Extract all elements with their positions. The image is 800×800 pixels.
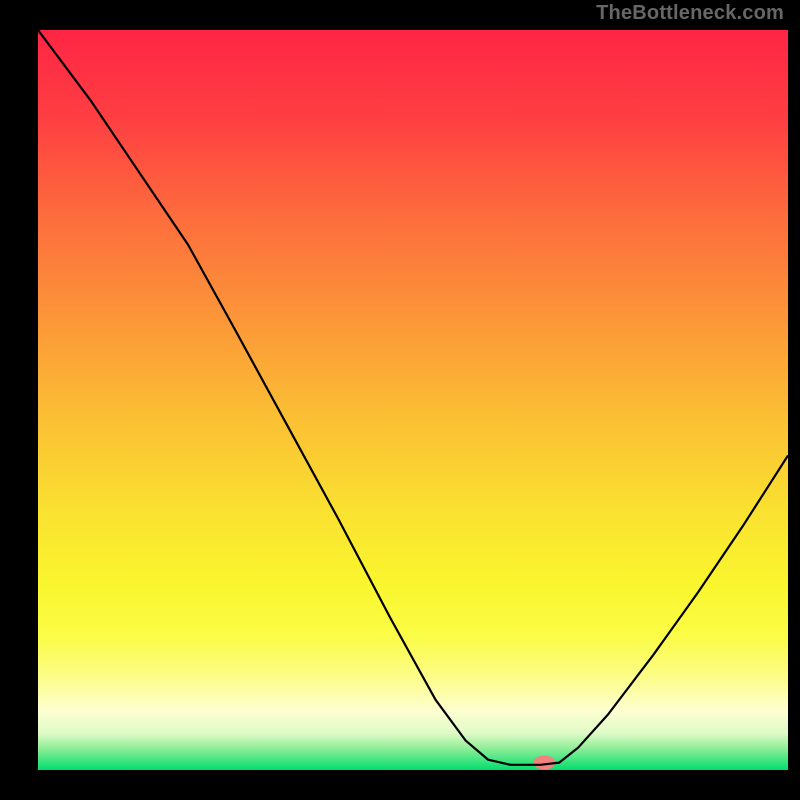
plot-area bbox=[38, 30, 788, 770]
chart-frame: TheBottleneck.com bbox=[0, 0, 800, 800]
chart-svg bbox=[38, 30, 788, 770]
watermark-label: TheBottleneck.com bbox=[596, 2, 784, 25]
